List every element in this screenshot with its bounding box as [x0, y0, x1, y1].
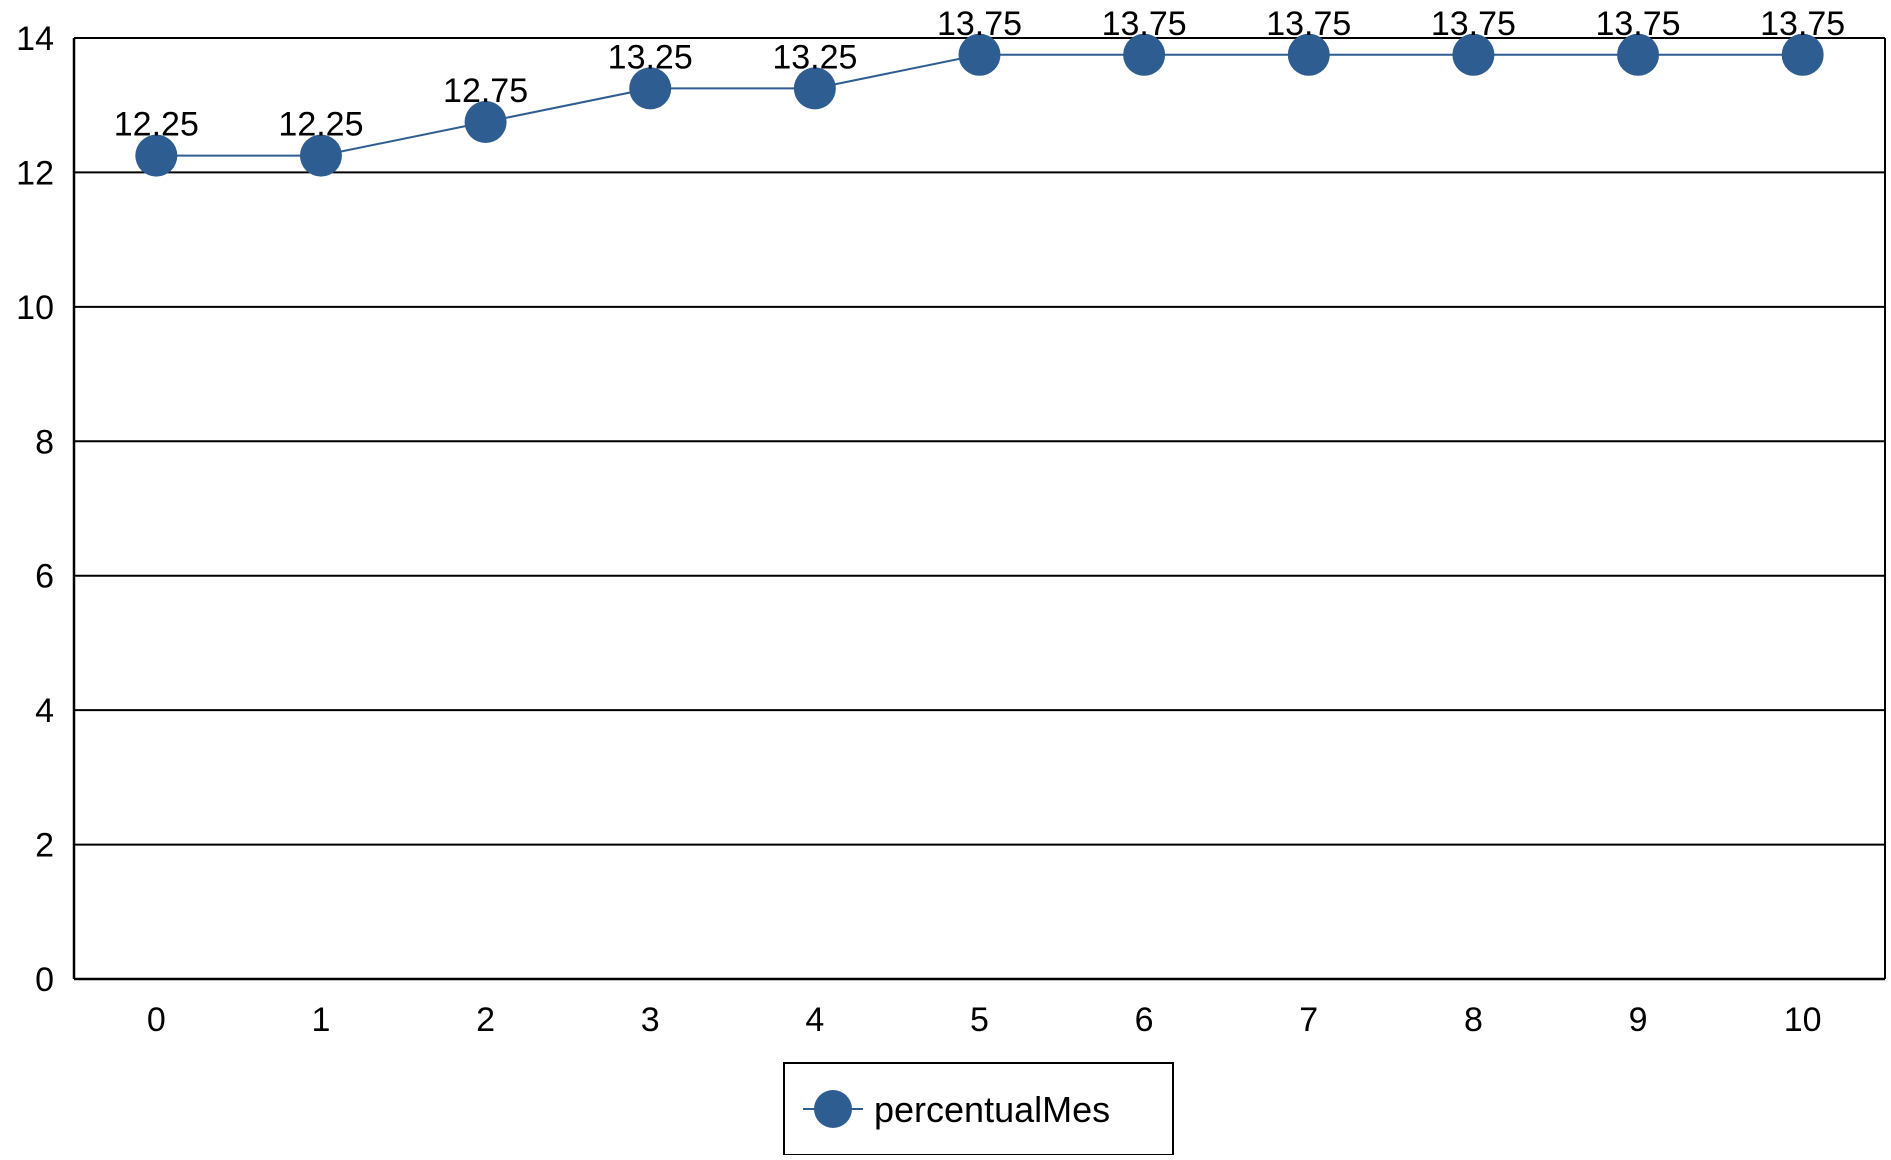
legend-marker-icon: [814, 1090, 852, 1128]
data-label: 13.75: [1266, 5, 1351, 43]
series-layer: [135, 33, 1824, 177]
x-tick-label: 6: [1135, 1001, 1154, 1039]
data-label: 13.75: [1431, 5, 1516, 43]
data-point: [1123, 33, 1166, 76]
data-label: 13.75: [1595, 5, 1680, 43]
x-tick-label: 4: [805, 1001, 824, 1039]
data-label: 13.25: [772, 38, 857, 76]
data-point: [299, 134, 342, 177]
y-tick-label: 12: [16, 154, 54, 192]
x-tick-label: 7: [1299, 1001, 1318, 1039]
data-label-layer: 12.25 12.25 12.75 13.25 13.25 13.75 13.75 13.75…: [114, 5, 1845, 144]
data-point: [629, 67, 672, 110]
x-tick-label: 0: [147, 1001, 166, 1039]
x-tick-label: 10: [1784, 1001, 1822, 1039]
data-point: [464, 101, 507, 144]
x-tick-label: 1: [311, 1001, 330, 1039]
data-point: [1781, 33, 1824, 76]
data-label: 12.25: [278, 106, 363, 144]
legend-box: [783, 1062, 1174, 1156]
x-tick-label: 9: [1629, 1001, 1648, 1039]
data-label: 12.25: [114, 106, 199, 144]
y-tick-label: 8: [35, 423, 54, 461]
data-label: 13.75: [1760, 5, 1845, 43]
y-tick-label: 4: [35, 692, 54, 730]
y-tick-label: 14: [16, 20, 54, 58]
data-point: [1287, 33, 1330, 76]
data-point: [958, 33, 1001, 76]
legend: percentualMes: [783, 1062, 1174, 1156]
y-tick-label: 2: [35, 827, 54, 865]
x-tick-label: 8: [1464, 1001, 1483, 1039]
x-tick-label: 3: [641, 1001, 660, 1039]
y-tick-label: 6: [35, 558, 54, 596]
data-point: [135, 134, 178, 177]
grid-layer: [74, 37, 1885, 846]
data-label: 13.75: [1102, 5, 1187, 43]
data-label: 12.75: [443, 72, 528, 110]
legend-entry-label: percentualMes: [874, 1089, 1110, 1130]
y-tick-label: 10: [16, 289, 54, 327]
data-point: [1452, 33, 1495, 76]
y-tick-label: 0: [35, 961, 54, 999]
x-tick-label: 2: [476, 1001, 495, 1039]
x-tick-label: 5: [970, 1001, 989, 1039]
data-label: 13.75: [937, 5, 1022, 43]
data-point: [793, 67, 836, 110]
data-point: [1617, 33, 1660, 76]
data-label: 13.25: [608, 38, 693, 76]
